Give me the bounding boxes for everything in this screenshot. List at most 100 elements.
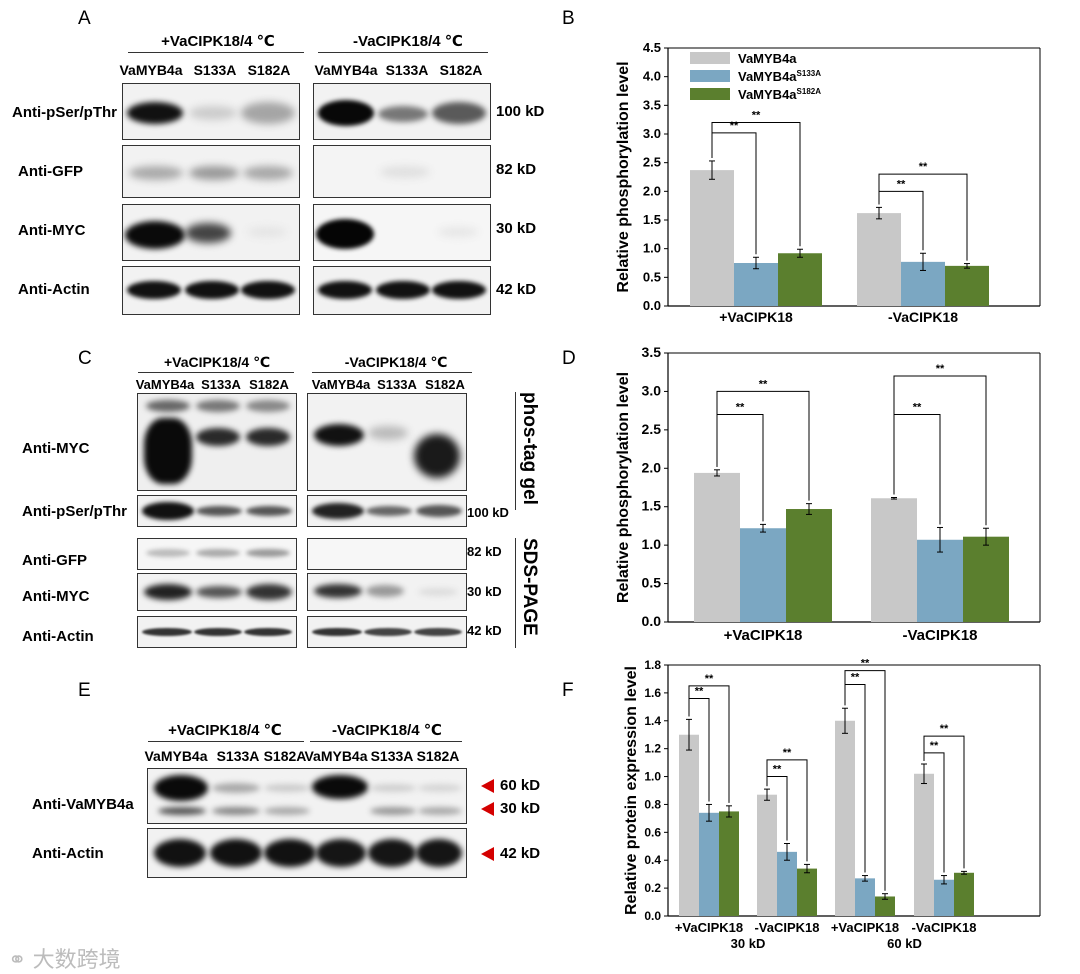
panel-letter: A xyxy=(78,8,91,29)
bar xyxy=(778,253,822,306)
panel-letter: B xyxy=(562,8,575,29)
size-label: 82 kD xyxy=(496,161,537,178)
y-tick-label: 0.6 xyxy=(644,825,661,839)
legend-swatch xyxy=(690,88,730,100)
bar xyxy=(954,872,974,916)
underline xyxy=(138,372,294,373)
watermark-text: 大数跨境 xyxy=(32,947,121,972)
size-label: 42 kD xyxy=(467,623,502,638)
bar xyxy=(679,734,699,916)
y-tick-label: 0.5 xyxy=(643,269,661,284)
western-blot xyxy=(307,616,467,648)
western-blot xyxy=(313,204,491,261)
size-label: 42 kD xyxy=(496,281,537,298)
condition-plus: +VaCIPK18/4 ℃ xyxy=(161,33,275,50)
bar xyxy=(855,878,875,916)
legend-label: VaMYB4a xyxy=(738,51,797,66)
lane-label: VaMYB4a xyxy=(135,377,195,392)
bar xyxy=(740,528,786,622)
panel-letter: E xyxy=(78,680,91,701)
antibody-label: Anti-GFP xyxy=(22,552,87,569)
y-tick-label: 3.0 xyxy=(643,126,661,141)
significance-label: ** xyxy=(897,178,906,190)
antibody-label: Anti-MYC xyxy=(18,222,86,239)
underline xyxy=(318,52,488,53)
x-tick-label: +VaCIPK18 xyxy=(831,920,899,935)
significance-bracket xyxy=(893,375,987,526)
y-tick-label: 1.6 xyxy=(644,686,661,700)
bar xyxy=(797,868,817,916)
size-label: 30 kD xyxy=(467,584,502,599)
x-tick-label: +VaCIPK18 xyxy=(719,309,793,325)
bar xyxy=(719,811,739,916)
antibody-label: Anti-MYC xyxy=(22,440,90,457)
bar xyxy=(734,263,778,306)
lane-label: S182A xyxy=(416,748,460,764)
lane-label: S182A xyxy=(425,377,465,392)
y-tick-label: 0.8 xyxy=(644,797,661,811)
y-tick-label: 2.0 xyxy=(643,183,661,198)
arrow-icon xyxy=(481,802,494,816)
underline xyxy=(148,741,304,742)
lane-label: S133A xyxy=(193,62,237,78)
y-tick-label: 1.5 xyxy=(643,212,661,227)
watermark: ⚭ 大数跨境 xyxy=(8,942,121,974)
significance-label: ** xyxy=(759,378,768,390)
x-tick-label: -VaCIPK18 xyxy=(911,920,976,935)
significance-bracket xyxy=(688,685,730,803)
significance-bracket xyxy=(716,390,810,501)
lane-label: S182A xyxy=(439,62,483,78)
bar xyxy=(871,498,917,622)
group-label: 30 kD xyxy=(731,936,766,951)
x-tick-label: -VaCIPK18 xyxy=(888,309,958,325)
size-label: 100 kD xyxy=(496,103,545,120)
y-tick-label: 4.5 xyxy=(643,40,661,55)
bar xyxy=(777,851,797,916)
antibody-label: Anti-GFP xyxy=(18,163,83,180)
x-tick-label: -VaCIPK18 xyxy=(754,920,819,935)
western-blot xyxy=(307,573,467,611)
lane-label: VaMYB4a xyxy=(119,62,183,78)
legend-superscript: S133A xyxy=(797,69,822,78)
x-tick-label: -VaCIPK18 xyxy=(902,627,977,644)
western-blot xyxy=(307,393,467,491)
significance-label: ** xyxy=(936,363,945,375)
lane-label: S182A xyxy=(263,748,307,764)
y-tick-label: 0.0 xyxy=(642,613,662,629)
significance-label: ** xyxy=(695,685,704,697)
y-tick-label: 1.4 xyxy=(644,714,661,728)
significance-label: ** xyxy=(913,401,922,413)
panel-letter: C xyxy=(78,348,92,369)
y-tick-label: 3.0 xyxy=(642,382,662,398)
significance-label: ** xyxy=(783,747,792,759)
significance-label: ** xyxy=(730,120,739,132)
underline xyxy=(128,52,304,53)
significance-label: ** xyxy=(736,401,745,413)
condition-plus: +VaCIPK18/4 ℃ xyxy=(168,722,282,739)
western-blot xyxy=(313,145,491,198)
significance-bracket xyxy=(766,759,808,862)
antibody-label: Anti-Actin xyxy=(32,845,104,862)
significance-label: ** xyxy=(930,740,939,752)
bar xyxy=(694,472,740,622)
y-tick-label: 3.5 xyxy=(642,344,662,360)
legend-swatch xyxy=(690,70,730,82)
lane-label: S133A xyxy=(377,377,417,392)
lane-label: S182A xyxy=(249,377,289,392)
lane-label: S133A xyxy=(385,62,429,78)
bar xyxy=(786,509,832,622)
antibody-label: Anti-Actin xyxy=(22,628,94,645)
condition-minus: -VaCIPK18/4 ℃ xyxy=(353,33,463,50)
bar xyxy=(945,265,989,306)
significance-bracket xyxy=(711,122,801,247)
watermark-logo-icon: ⚭ xyxy=(8,947,27,972)
significance-label: ** xyxy=(861,658,870,670)
bar xyxy=(917,539,963,622)
legend-swatch xyxy=(690,52,730,64)
lane-label: VaMYB4a xyxy=(144,748,208,764)
size-label: 30 kD xyxy=(500,800,541,817)
underline xyxy=(310,741,462,742)
underline xyxy=(312,372,472,373)
x-tick-label: +VaCIPK18 xyxy=(675,920,743,935)
